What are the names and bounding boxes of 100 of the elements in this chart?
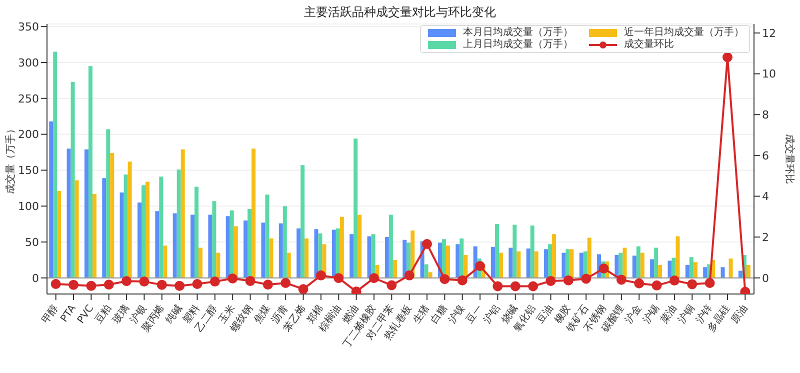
bar: [640, 252, 644, 278]
bar: [70, 82, 75, 278]
bar: [530, 225, 534, 278]
chart-title: 主要活跃品种成交量对比与环比变化: [303, 4, 497, 21]
legend-label: 本月日均成交量（万手）: [463, 27, 573, 38]
y-tick-label: 350: [18, 20, 39, 34]
bar: [456, 244, 460, 278]
bar: [636, 246, 640, 278]
point: [510, 281, 520, 292]
bar: [367, 236, 372, 278]
legend-label: 上月日均成交量（万手）: [463, 39, 573, 51]
bar: [261, 222, 266, 278]
point: [457, 275, 468, 286]
point: [652, 280, 662, 290]
bar: [685, 264, 690, 278]
bar: [57, 191, 62, 278]
legend-label: 近一年日均成交量（万手）: [624, 27, 744, 38]
bar: [526, 248, 530, 278]
bar: [252, 148, 256, 278]
bar: [88, 66, 92, 278]
point: [228, 273, 238, 284]
y2-tick-label: 8: [762, 108, 769, 122]
point: [86, 280, 96, 291]
bar: [66, 148, 71, 278]
point: [687, 279, 698, 290]
bar: [226, 216, 230, 278]
bar: [300, 165, 305, 278]
bar: [566, 249, 570, 278]
bar: [106, 129, 110, 278]
point: [440, 274, 450, 284]
bar: [460, 238, 464, 278]
bar: [632, 256, 636, 278]
y2-axis-title: 成交量环比: [783, 134, 796, 184]
bar: [384, 236, 389, 278]
point: [475, 261, 486, 272]
bar: [269, 238, 274, 278]
bar: [340, 216, 344, 278]
bar: [728, 258, 733, 278]
bar: [92, 194, 96, 278]
bar: [282, 206, 287, 278]
point: [386, 280, 397, 290]
bar: [176, 169, 181, 278]
bar: [49, 121, 54, 278]
bar: [402, 240, 407, 278]
y2-tick-label: 10: [762, 68, 776, 81]
bar: [128, 162, 132, 278]
point: [68, 280, 79, 290]
point: [598, 263, 609, 274]
y2-tick-label: 6: [762, 149, 769, 162]
y-tick-label: 100: [18, 200, 39, 214]
bar: [498, 252, 503, 278]
x-tick-label: 原油: [728, 302, 750, 326]
bar: [53, 52, 58, 278]
point: [546, 276, 556, 286]
bar: [248, 208, 252, 278]
bar: [194, 186, 199, 278]
y2-tick-label: 0: [762, 272, 769, 285]
bar: [654, 248, 658, 278]
point: [616, 274, 626, 285]
bar: [354, 138, 358, 278]
y-tick-label: 300: [18, 56, 39, 70]
point: [581, 274, 592, 284]
point: [528, 281, 538, 292]
bar: [208, 214, 212, 278]
bar: [428, 272, 432, 278]
bar: [159, 176, 164, 278]
point: [192, 279, 202, 289]
bar: [172, 213, 177, 278]
bar: [562, 252, 566, 278]
point: [280, 278, 291, 288]
point: [722, 52, 732, 62]
bar: [446, 246, 450, 278]
bar: [516, 251, 521, 278]
bar: [304, 238, 309, 278]
point: [245, 276, 256, 286]
point: [139, 276, 150, 287]
point: [492, 281, 503, 292]
y-tick-label: 200: [18, 128, 39, 142]
bar: [216, 252, 220, 278]
bar: [668, 260, 672, 278]
point: [298, 284, 308, 294]
point: [334, 273, 344, 284]
bar: [738, 270, 742, 278]
y-tick-label: 50: [25, 236, 39, 249]
bar: [548, 244, 552, 278]
y-axis-title: 成交量（万手）: [4, 124, 17, 194]
bar: [494, 224, 499, 278]
bar: [658, 264, 662, 278]
bar: [512, 224, 517, 278]
bar: [490, 247, 495, 278]
bar: [141, 185, 146, 278]
bar: [720, 267, 725, 278]
y-tick-label: 250: [18, 92, 39, 106]
bar: [464, 254, 468, 278]
bar: [579, 252, 584, 278]
bar: [137, 202, 142, 278]
legend-label: 成交量环比: [624, 39, 674, 51]
bar: [676, 236, 680, 278]
bar: [570, 249, 574, 278]
bar: [190, 214, 195, 278]
